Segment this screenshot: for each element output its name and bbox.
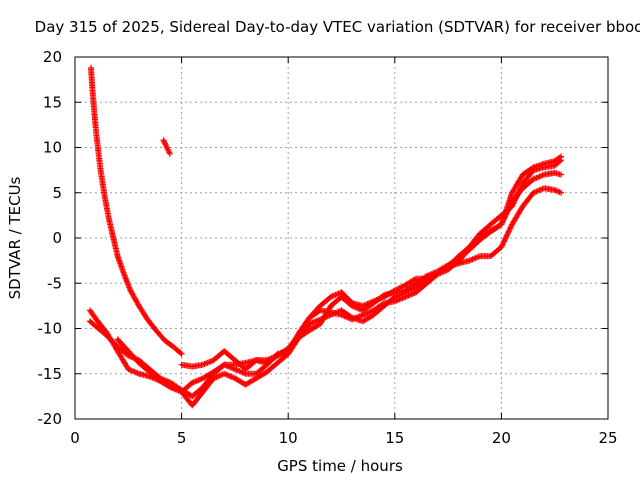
y-axis-label: SDTVAR / TECUs bbox=[6, 176, 24, 299]
series-arc-b bbox=[160, 137, 173, 157]
y-tick-label: -20 bbox=[38, 410, 63, 428]
x-axis-label: GPS time / hours bbox=[277, 457, 403, 475]
marks-layer bbox=[86, 64, 565, 409]
data-point bbox=[178, 350, 185, 357]
series-arc-f bbox=[178, 157, 565, 373]
data-point bbox=[558, 157, 565, 164]
x-tick-label: 10 bbox=[279, 429, 298, 447]
series-arc-d bbox=[86, 169, 565, 400]
series-arc-e bbox=[114, 153, 565, 409]
x-tick-label: 5 bbox=[177, 429, 187, 447]
x-tick-label: 25 bbox=[598, 429, 617, 447]
grid-layer bbox=[75, 57, 608, 419]
data-point bbox=[411, 276, 418, 283]
data-point bbox=[177, 349, 184, 356]
x-tick-label: 20 bbox=[492, 429, 511, 447]
x-tick-label: 15 bbox=[385, 429, 404, 447]
y-tick-label: 10 bbox=[43, 139, 62, 157]
ticks-layer: 0 5 10 15 20 25 -20 -15 -10 -5 0 5 10 15 20 bbox=[38, 48, 618, 447]
series-arc-a bbox=[87, 64, 185, 357]
chart-title: Day 315 of 2025, Sidereal Day-to-day VTE… bbox=[35, 18, 640, 36]
y-tick-label: -5 bbox=[47, 274, 62, 292]
y-tick-label: -15 bbox=[38, 365, 63, 383]
y-tick-label: 0 bbox=[52, 229, 62, 247]
x-tick-label: 0 bbox=[70, 429, 80, 447]
data-point bbox=[558, 189, 565, 196]
y-tick-label: -10 bbox=[38, 320, 63, 338]
data-point bbox=[166, 150, 173, 157]
data-point bbox=[558, 171, 565, 178]
series-arc-c bbox=[86, 185, 565, 395]
y-tick-label: 15 bbox=[43, 93, 62, 111]
data-point bbox=[556, 158, 563, 165]
y-tick-label: 5 bbox=[52, 184, 62, 202]
y-tick-label: 20 bbox=[43, 48, 62, 66]
